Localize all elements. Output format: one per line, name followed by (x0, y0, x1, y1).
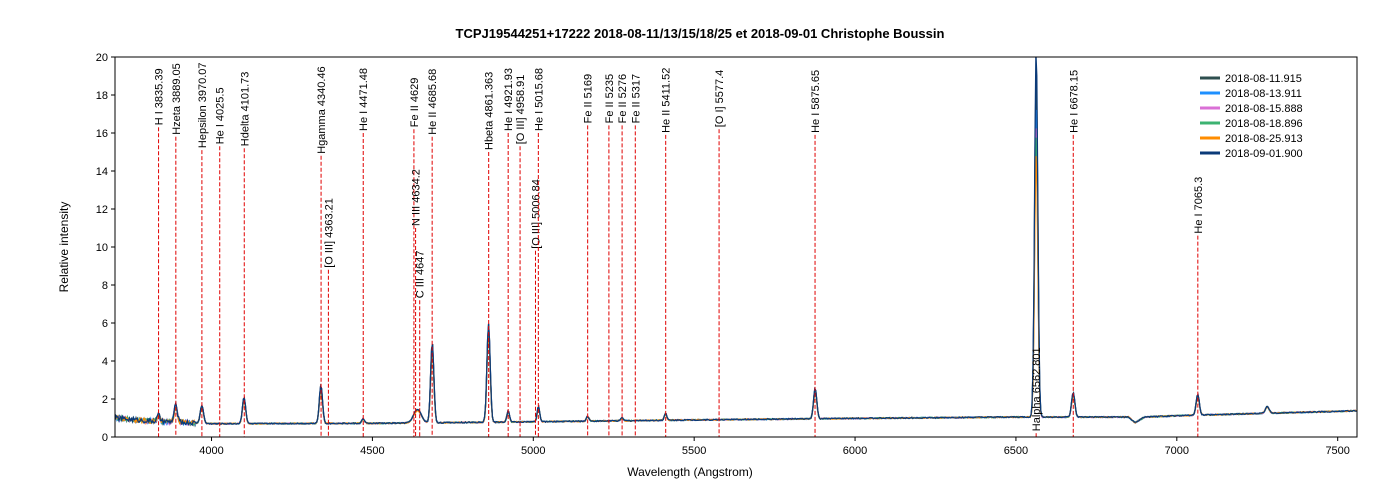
legend-label: 2018-08-11.915 (1225, 73, 1302, 85)
x-tick-label: 6000 (843, 445, 867, 457)
line-marker-label: Fe II 5169 (583, 74, 595, 124)
legend-label: 2018-08-18.896 (1225, 118, 1303, 130)
y-tick-label: 10 (96, 242, 108, 254)
y-tick-label: 20 (96, 52, 108, 64)
line-marker-label: Hepsilon 3970.07 (197, 62, 209, 148)
line-marker-label: [O III] 5006.84 (530, 179, 542, 249)
series-line (115, 137, 1357, 426)
y-tick-label: 8 (102, 280, 108, 292)
line-marker-label: Fe II 5235 (604, 74, 616, 124)
line-marker-label: Hzeta 3889.05 (171, 63, 183, 135)
line-marker-label: He II 4685.68 (427, 69, 439, 135)
legend-label: 2018-08-13.911 (1225, 88, 1302, 100)
line-marker-label: He I 4025.5 (215, 87, 227, 144)
y-tick-label: 16 (96, 128, 108, 140)
line-marker-label: [O I] 5577.4 (714, 70, 726, 127)
x-tick-label: 7000 (1165, 445, 1189, 457)
line-marker-label: He I 5015.68 (533, 68, 545, 131)
y-tick-label: 2 (102, 394, 108, 406)
line-marker-label: He II 5411.52 (661, 68, 673, 133)
series-line (115, 128, 1357, 427)
line-marker-label: Hdelta 4101.73 (239, 72, 251, 147)
line-marker-label: Fe II 5276 (617, 74, 629, 124)
line-marker-label: [O III] 4958.91 (515, 75, 527, 145)
y-tick-label: 18 (96, 90, 108, 102)
series-line (115, 156, 1357, 426)
line-marker-label: He I 4471.48 (358, 68, 370, 131)
line-marker-label: H I 3835.39 (154, 68, 166, 125)
series-line (115, 57, 1357, 427)
legend-label: 2018-09-01.900 (1225, 148, 1303, 160)
line-marker-label: Hgamma 4340.46 (316, 66, 328, 153)
chart-title: TCPJ19544251+17222 2018-08-11/13/15/18/2… (456, 26, 945, 41)
line-marker-label: Hbeta 4861.363 (484, 72, 496, 150)
x-tick-label: 4000 (199, 445, 223, 457)
line-marker-label: He I 7065.3 (1193, 177, 1205, 234)
line-marker-label: He I 6678.15 (1068, 70, 1080, 133)
line-marker-label: He I 5875.65 (810, 70, 822, 133)
x-tick-label: 5500 (682, 445, 706, 457)
y-tick-label: 12 (96, 204, 108, 216)
y-tick-label: 6 (102, 318, 108, 330)
legend-label: 2018-08-15.888 (1225, 103, 1303, 115)
line-marker-label: Fe II 4629 (409, 78, 421, 128)
line-marker-label: C III 4647 (415, 250, 427, 298)
y-tick-label: 14 (96, 166, 108, 178)
legend-label: 2018-08-25.913 (1225, 133, 1303, 145)
y-tick-label: 4 (102, 356, 108, 368)
line-marker-label: Fe II 5317 (630, 74, 642, 124)
line-marker-label: Halpha 6562.801 (1031, 347, 1043, 431)
x-tick-label: 4500 (360, 445, 384, 457)
y-axis-label: Relative intensity (57, 202, 71, 293)
line-marker-label: [O III] 4363.21 (323, 198, 335, 268)
line-marker-label: He I 4921.93 (503, 68, 515, 131)
x-axis-label: Wavelength (Angstrom) (627, 465, 753, 479)
series-line (115, 109, 1357, 427)
x-tick-label: 6500 (1004, 445, 1028, 457)
plot-frame (114, 56, 1358, 438)
x-tick-label: 5000 (521, 445, 545, 457)
line-marker-label: N III 4634.2 (411, 169, 423, 226)
y-tick-label: 0 (102, 432, 108, 444)
x-tick-label: 7500 (1325, 445, 1349, 457)
series-line (115, 82, 1357, 428)
